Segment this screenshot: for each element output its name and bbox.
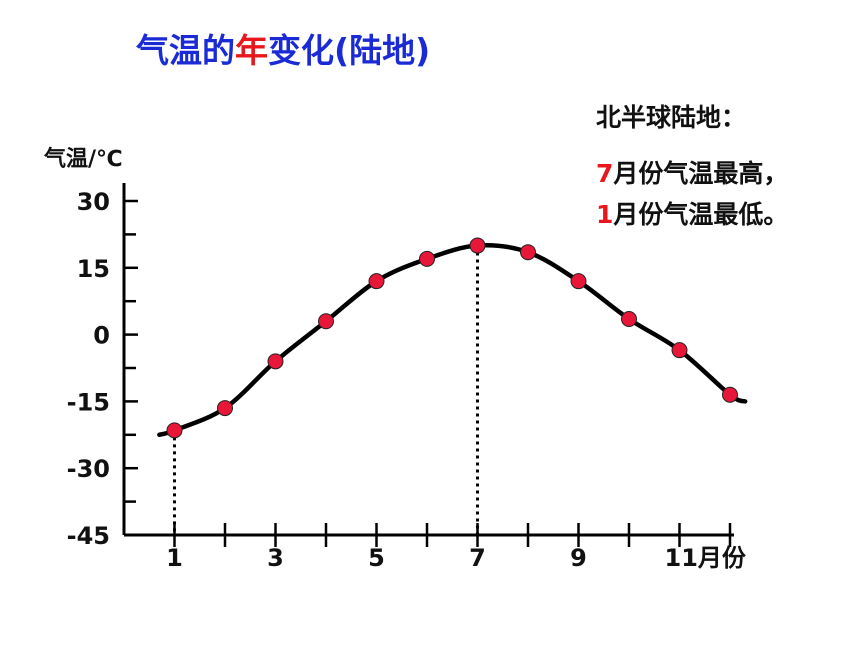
x-tick-label: 11月份 [665,544,747,572]
note-line2-number: 1 [596,200,614,229]
data-point [570,273,587,290]
data-points [166,237,738,439]
note-line1: 7月份气温最高， [596,154,788,190]
y-tick-label: 0 [93,322,110,350]
data-point [671,342,688,359]
data-point [621,311,637,328]
note-line1-number: 7 [596,159,614,188]
x-tick-label: 5 [368,544,385,572]
title-highlight: 年 [235,31,268,70]
tick-labels: 30 15 0 -15 -30 -45 1 3 5 7 9 11月份 [67,188,747,572]
note-line2-text: 月份气温最低。 [613,200,789,229]
y-tick-label: -30 [67,455,110,483]
data-point [722,386,738,403]
note-line1-text: 月份气温最高， [613,159,789,188]
x-tick-label: 7 [469,544,486,572]
axes [122,183,734,547]
y-tick-label: -45 [67,522,110,550]
note-heading: 北半球陆地： [596,103,747,132]
title-part1: 气温的 [136,31,235,70]
x-tick-label: 1 [166,544,183,572]
y-axis-title: 气温/℃ [43,146,123,172]
data-point [368,273,385,290]
data-point [318,313,334,330]
data-point [267,353,284,370]
temperature-curve [157,243,748,438]
data-point [520,244,536,261]
data-point [419,250,435,267]
note-line2: 1月份气温最低。 [596,195,788,231]
data-point [469,237,486,254]
data-point [166,422,183,439]
y-tick-label: 15 [77,255,110,283]
data-point [217,400,233,417]
reference-lines [173,245,479,535]
x-tick-label: 9 [570,544,587,572]
page-title: 气温的年变化(陆地) [136,24,430,72]
y-tick-label: -15 [67,388,110,416]
y-tick-label: 30 [77,188,110,216]
title-part2: 变化(陆地) [268,31,431,70]
x-tick-label: 3 [267,544,284,572]
curve-layer [157,243,748,438]
